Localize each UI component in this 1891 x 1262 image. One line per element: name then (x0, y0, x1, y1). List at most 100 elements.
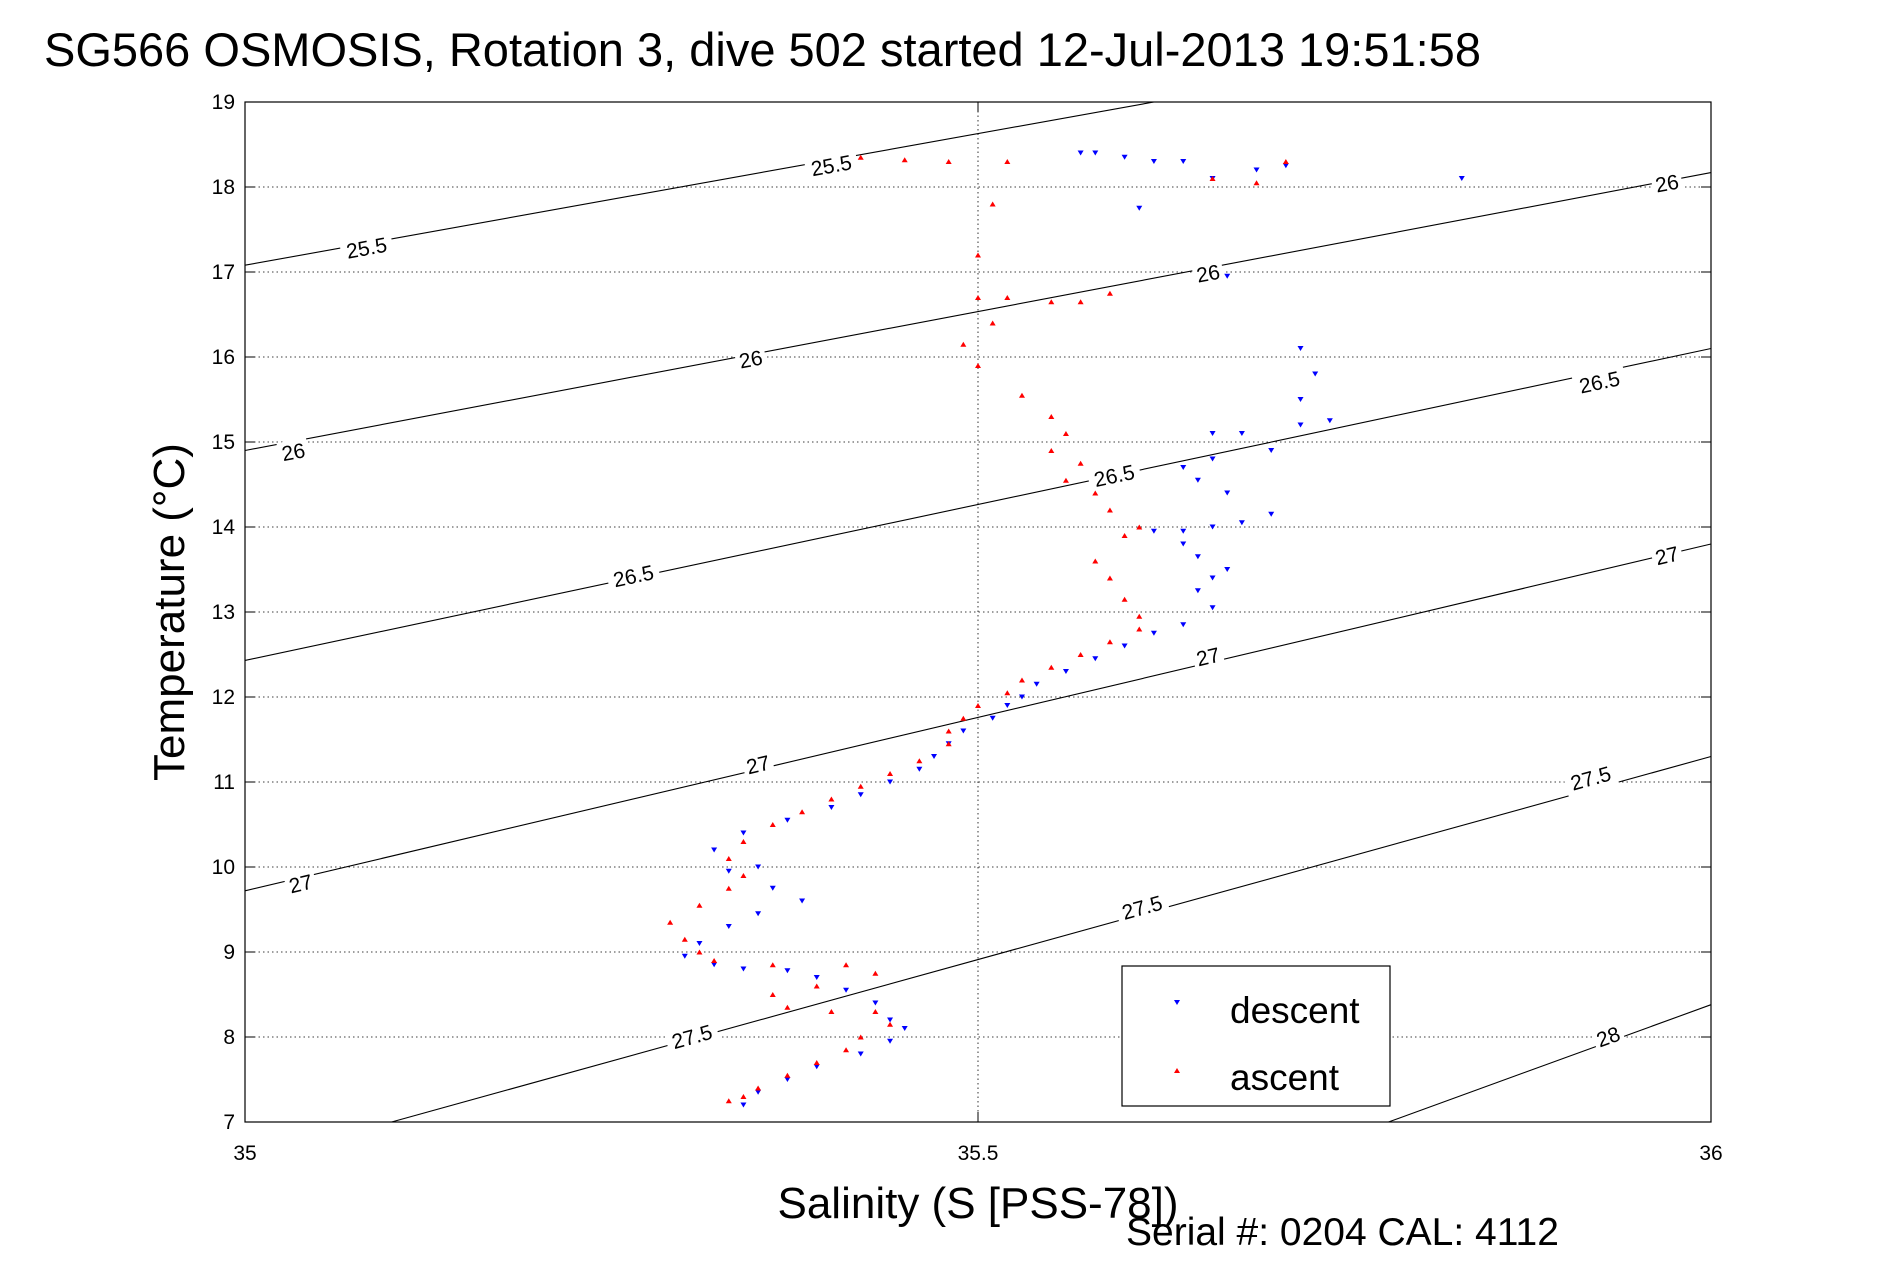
descent-marker (931, 754, 938, 759)
contour-label-gap (338, 231, 395, 265)
ascent-marker (1048, 299, 1055, 305)
ascent-marker (740, 839, 747, 844)
legend-ascent-label: ascent (1230, 1057, 1340, 1098)
descent-marker (725, 924, 732, 929)
descent-marker (740, 966, 747, 972)
descent-marker (1238, 520, 1245, 526)
descent-marker (784, 968, 791, 974)
x-axis-label: Salinity (S [PSS-78]) (777, 1179, 1178, 1228)
ascent-marker (1004, 690, 1011, 696)
ascent-marker (1018, 677, 1025, 683)
contour-label-gap (1191, 259, 1226, 289)
descent-marker (696, 941, 703, 946)
ascent-marker (916, 758, 923, 764)
descent-marker (843, 987, 850, 993)
descent-marker (1180, 465, 1187, 470)
ascent-marker (696, 902, 703, 908)
descent-marker (1194, 554, 1201, 560)
descent-marker (1268, 448, 1275, 453)
descent-marker (1180, 622, 1187, 628)
serial-cal-footer: Serial #: 0204 CAL: 4112 (1126, 1211, 1559, 1254)
ascent-marker (1048, 664, 1055, 670)
descent-marker (1209, 605, 1216, 611)
ascent-marker (667, 919, 674, 925)
descent-marker (711, 847, 718, 853)
ascent-marker (857, 154, 864, 160)
contour-label: 26 (737, 347, 764, 374)
ascent-marker (960, 715, 967, 721)
x-tick-label: 35.5 (958, 1142, 999, 1165)
ascent-marker (784, 1004, 791, 1010)
descent-marker (1092, 656, 1099, 662)
ascent-marker (1077, 652, 1084, 657)
y-tick-label: 14 (212, 516, 236, 539)
descent-marker (1224, 567, 1231, 572)
ascent-marker (857, 783, 864, 789)
x-tick-label: 36 (1699, 1142, 1722, 1165)
y-tick-label: 18 (212, 176, 235, 199)
density-contour-line (244, 543, 1712, 892)
contour-lines: 25.525.52626262626.526.526.52727272727.5… (244, 101, 1712, 1123)
contour-label-gap (803, 149, 860, 183)
ascent-marker (857, 1034, 864, 1040)
descent-marker (681, 953, 688, 959)
descent-marker (711, 962, 718, 968)
descent-marker (1004, 703, 1011, 708)
descent-marker (872, 1000, 879, 1006)
y-tick-label: 15 (212, 431, 235, 454)
ascent-marker (1077, 299, 1084, 305)
ascent-marker (725, 885, 732, 891)
contour-label: 27 (1194, 644, 1222, 672)
data-markers (667, 150, 1465, 1108)
descent-marker (1180, 541, 1187, 547)
contour-label: 26 (1195, 261, 1222, 288)
ascent-marker (1062, 431, 1069, 436)
descent-marker (1297, 397, 1304, 402)
ascent-marker (1209, 176, 1216, 181)
contour-label: 27 (744, 752, 772, 780)
descent-marker (1077, 150, 1084, 156)
descent-marker (769, 885, 776, 891)
descent-marker (1150, 159, 1157, 164)
descent-marker (755, 1089, 762, 1095)
legend-box (1121, 965, 1391, 1107)
descent-marker (960, 728, 967, 734)
y-axis-label: Temperature (°C) (145, 443, 194, 781)
density-contour-line (1388, 1004, 1712, 1123)
legend-descent-marker (1174, 1000, 1180, 1005)
contour-label-gap (1086, 458, 1143, 494)
y-tick-label: 19 (212, 91, 235, 114)
descent-marker (989, 715, 996, 721)
ascent-marker (799, 809, 806, 815)
ascent-marker (1092, 558, 1099, 564)
descent-marker (1268, 511, 1275, 517)
ascent-marker (711, 958, 718, 963)
ascent-marker (681, 936, 688, 942)
descent-marker (1150, 528, 1157, 534)
ascent-marker (1106, 290, 1113, 296)
ascent-marker (1004, 159, 1011, 164)
descent-marker (1209, 431, 1216, 436)
ascent-marker (1282, 159, 1289, 164)
descent-marker (755, 864, 762, 870)
ascent-marker (989, 201, 996, 207)
ascent-marker (828, 1009, 835, 1014)
ascent-marker (843, 962, 850, 968)
contour-label-gap (740, 749, 776, 781)
ascent-marker (769, 962, 776, 968)
descent-marker (901, 1026, 908, 1031)
ascent-marker (975, 363, 981, 368)
descent-marker (1033, 681, 1040, 687)
descent-marker (1297, 346, 1304, 351)
ascent-marker (1136, 613, 1143, 619)
contour-label-gap (283, 868, 319, 900)
y-tick-label: 11 (213, 771, 235, 794)
contour-label: 27 (1653, 543, 1681, 571)
ascent-marker (1106, 639, 1113, 645)
ascent-marker (1106, 507, 1113, 513)
y-tick-label: 12 (212, 686, 235, 709)
y-tick-label: 10 (212, 856, 235, 879)
ascent-marker (1018, 392, 1025, 398)
x-tick-label: 35 (233, 1142, 256, 1165)
